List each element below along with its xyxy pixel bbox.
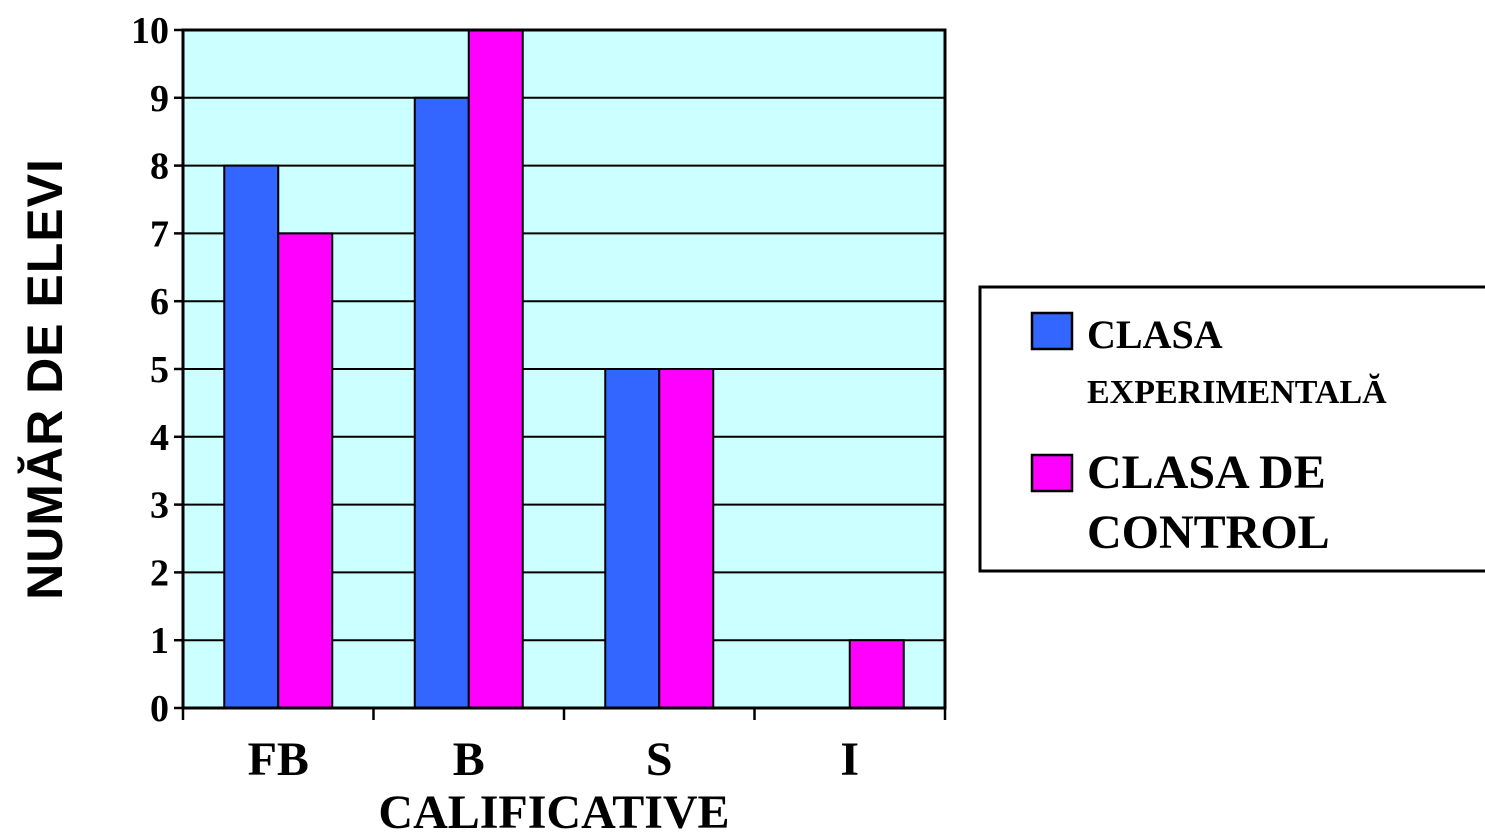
x-tick-labels: FB B S I: [248, 733, 860, 786]
y-tick-label-8: 8: [150, 146, 169, 188]
bar-s-series-1: [604, 368, 661, 709]
x-tick-label-s: S: [646, 733, 673, 786]
y-tick-label-3: 3: [150, 485, 169, 527]
y-tick-label-1: 1: [150, 620, 169, 662]
x-tick-label-i: I: [840, 733, 859, 786]
y-tick-labels: 0 1 2 3 4 5 6 7 8 9 10: [131, 10, 169, 730]
y-tick-label-10: 10: [131, 10, 169, 52]
bars: [223, 29, 905, 710]
legend-label-2-line-1: CLASA DE: [1087, 446, 1326, 499]
legend-swatch-1: [1030, 311, 1074, 351]
bar-b-series-1: [413, 96, 470, 710]
bar-fb-series-2: [277, 232, 334, 709]
legend-label-1-line-2: EXPERIMENTALĂ: [1087, 373, 1387, 411]
x-tick-label-fb: FB: [248, 733, 309, 786]
y-tick-label-7: 7: [150, 213, 169, 255]
axes: [174, 28, 947, 720]
bar-b-series-2: [467, 29, 524, 709]
y-tick-label-9: 9: [150, 78, 169, 120]
legend: CLASA EXPERIMENTALĂ CLASA DE CONTROL: [978, 285, 1485, 573]
legend-label-2-line-2: CONTROL: [1087, 506, 1330, 559]
y-tick-label-6: 6: [150, 281, 169, 323]
bar-s-series-2: [658, 368, 715, 709]
y-tick-label-0: 0: [150, 688, 169, 730]
x-tick-label-b: B: [453, 733, 485, 786]
legend-swatch-2: [1030, 453, 1074, 493]
bar-i-series-2: [848, 639, 905, 710]
y-axis-title: NUMĂR DE ELEVI: [17, 158, 73, 600]
y-tick-label-5: 5: [150, 349, 169, 391]
legend-label-1-line-1: CLASA: [1087, 312, 1223, 357]
y-tick-label-2: 2: [150, 552, 169, 594]
bar-fb-series-1: [223, 164, 280, 710]
y-tick-label-4: 4: [150, 417, 169, 459]
x-axis-title: CALIFICATIVE: [378, 786, 729, 838]
